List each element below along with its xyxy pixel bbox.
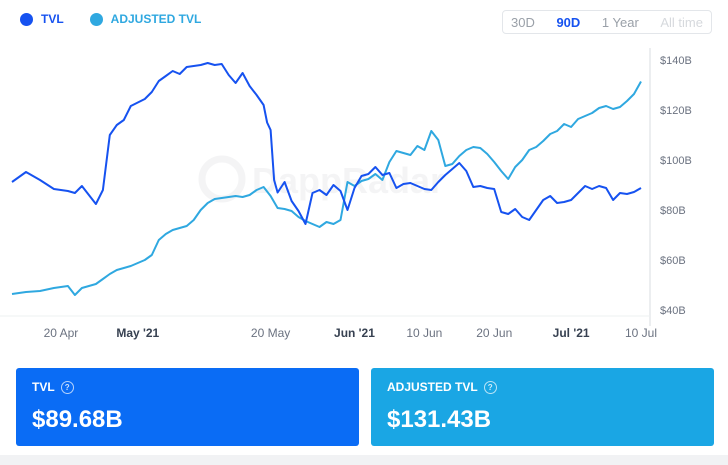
help-icon[interactable]: ? xyxy=(60,380,74,394)
series-line-tvl[interactable] xyxy=(11,62,642,225)
adjusted-tvl-stat-card: ADJUSTED TVL ? $131.43B xyxy=(371,368,714,446)
x-tick-label: 20 Apr xyxy=(44,326,79,340)
legend-item-adjusted-tvl[interactable]: ADJUSTED TVL xyxy=(89,12,202,26)
y-tick-label: $80B xyxy=(660,205,686,217)
y-axis-ticks: $140B $120B $100B $80B $60B $40B xyxy=(660,55,692,317)
tvl-stat-label: TVL xyxy=(32,380,55,394)
watermark-text: DappRadar xyxy=(252,160,444,201)
range-tab-all-time[interactable]: All time xyxy=(660,14,703,30)
tvl-chart-svg: DappRadar $140B $120B $100B $80B $60B $40B 20… xyxy=(0,48,692,340)
series-line-adjusted-tvl[interactable] xyxy=(11,81,642,296)
range-tab-90d[interactable]: 90D xyxy=(556,14,581,30)
tvl-stat-value: $89.68B xyxy=(32,406,123,433)
legend-label-adjusted-tvl: ADJUSTED TVL xyxy=(110,12,202,26)
x-tick-label: May '21 xyxy=(116,326,159,340)
adjusted-tvl-stat-label-row: ADJUSTED TVL ? xyxy=(387,380,497,394)
x-tick-label: Jun '21 xyxy=(334,326,375,340)
x-tick-label: 10 Jul xyxy=(625,326,657,340)
y-tick-label: $100B xyxy=(660,155,692,167)
x-tick-label: 10 Jun xyxy=(406,326,442,340)
bottom-divider xyxy=(0,455,728,465)
chart-series xyxy=(11,62,642,296)
y-tick-label: $140B xyxy=(660,55,692,67)
time-range-selector: 30D 90D 1 Year All time xyxy=(502,10,712,34)
chart-legend: TVL ADJUSTED TVL xyxy=(20,12,201,26)
y-tick-label: $60B xyxy=(660,255,686,267)
chart-watermark: DappRadar xyxy=(198,155,444,203)
y-tick-label: $40B xyxy=(660,305,686,317)
tvl-stat-card: TVL ? $89.68B xyxy=(16,368,359,446)
help-icon[interactable]: ? xyxy=(483,380,497,394)
tvl-chart: DappRadar $140B $120B $100B $80B $60B $40B 20… xyxy=(0,48,728,348)
legend-label-tvl: TVL xyxy=(41,12,64,26)
range-tab-1-year[interactable]: 1 Year xyxy=(601,14,639,30)
x-tick-label: 20 May xyxy=(251,326,290,340)
x-tick-label: 20 Jun xyxy=(476,326,512,340)
x-axis-ticks: 20 Apr May '21 20 May Jun '21 10 Jun 20 Jun Ju… xyxy=(44,326,657,340)
range-tab-30d[interactable]: 30D xyxy=(511,14,535,30)
legend-dot-adjusted-tvl xyxy=(89,12,103,26)
legend-dot-tvl xyxy=(20,12,33,26)
adjusted-tvl-stat-value: $131.43B xyxy=(387,406,492,433)
y-tick-label: $120B xyxy=(660,105,692,117)
adjusted-tvl-stat-label: ADJUSTED TVL xyxy=(387,380,478,394)
x-tick-label: Jul '21 xyxy=(553,326,590,340)
tvl-stat-label-row: TVL ? xyxy=(32,380,74,394)
watermark-logo-icon xyxy=(198,155,246,203)
legend-item-tvl[interactable]: TVL xyxy=(20,12,64,26)
